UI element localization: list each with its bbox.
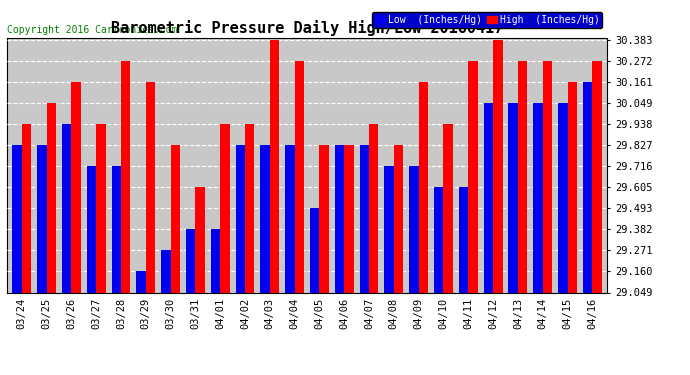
Bar bbox=[518, 61, 527, 375]
Bar bbox=[434, 187, 444, 375]
Bar bbox=[161, 251, 170, 375]
Bar bbox=[121, 61, 130, 375]
Legend: Low  (Inches/Hg), High  (Inches/Hg): Low (Inches/Hg), High (Inches/Hg) bbox=[373, 12, 602, 28]
Bar bbox=[533, 103, 543, 375]
Bar bbox=[493, 40, 502, 375]
Bar bbox=[444, 124, 453, 375]
Bar bbox=[12, 145, 22, 375]
Bar bbox=[87, 166, 96, 375]
Bar bbox=[47, 103, 56, 375]
Bar bbox=[344, 145, 354, 375]
Bar bbox=[592, 61, 602, 375]
Title: Barometric Pressure Daily High/Low 20160417: Barometric Pressure Daily High/Low 20160… bbox=[111, 20, 503, 36]
Bar bbox=[146, 82, 155, 375]
Bar bbox=[62, 124, 71, 375]
Bar bbox=[335, 145, 344, 375]
Bar bbox=[112, 166, 121, 375]
Bar bbox=[310, 209, 319, 375]
Bar bbox=[285, 145, 295, 375]
Bar bbox=[469, 61, 477, 375]
Bar bbox=[369, 124, 379, 375]
Text: Copyright 2016 Cartronics.com: Copyright 2016 Cartronics.com bbox=[7, 25, 177, 35]
Bar bbox=[484, 103, 493, 375]
Bar bbox=[384, 166, 394, 375]
Bar bbox=[245, 124, 255, 375]
Bar bbox=[37, 145, 47, 375]
Bar bbox=[137, 272, 146, 375]
Bar bbox=[419, 82, 428, 375]
Bar bbox=[359, 145, 369, 375]
Bar bbox=[558, 103, 567, 375]
Bar bbox=[459, 187, 469, 375]
Bar bbox=[543, 61, 552, 375]
Bar bbox=[583, 82, 592, 375]
Bar bbox=[186, 230, 195, 375]
Bar bbox=[295, 61, 304, 375]
Bar bbox=[409, 166, 419, 375]
Bar bbox=[567, 82, 577, 375]
Bar bbox=[394, 145, 403, 375]
Bar bbox=[260, 145, 270, 375]
Bar bbox=[509, 103, 518, 375]
Bar bbox=[319, 145, 329, 375]
Bar bbox=[195, 187, 205, 375]
Bar bbox=[22, 124, 31, 375]
Bar bbox=[270, 40, 279, 375]
Bar bbox=[220, 124, 230, 375]
Bar bbox=[235, 145, 245, 375]
Bar bbox=[211, 230, 220, 375]
Bar bbox=[170, 145, 180, 375]
Bar bbox=[96, 124, 106, 375]
Bar bbox=[71, 82, 81, 375]
